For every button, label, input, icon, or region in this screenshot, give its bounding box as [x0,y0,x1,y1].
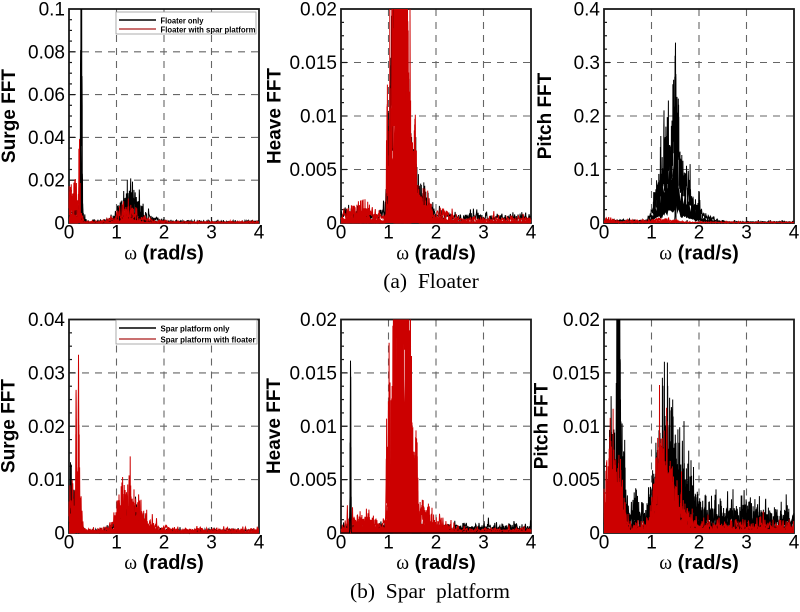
svg-text:3: 3 [741,223,752,244]
svg-text:0.02: 0.02 [28,171,65,192]
svg-text:Pitch FFT: Pitch FFT [535,72,556,159]
svg-text:1: 1 [646,533,657,554]
svg-text:0.005: 0.005 [552,470,600,491]
svg-text:(a) Floater: (a) Floater [383,269,479,293]
svg-text:ω (rad/s): ω (rad/s) [659,552,739,574]
svg-text:0.02: 0.02 [28,417,65,438]
svg-text:0: 0 [54,524,65,545]
svg-text:0.04: 0.04 [28,128,65,149]
svg-text:0.01: 0.01 [300,417,337,438]
svg-text:0: 0 [326,524,337,545]
svg-text:Spar platform with floater: Spar platform with floater [161,336,257,345]
svg-text:4: 4 [789,533,800,554]
svg-text:4: 4 [254,533,265,554]
svg-text:0.02: 0.02 [300,310,337,331]
svg-text:0.02: 0.02 [563,310,600,331]
svg-text:2: 2 [694,223,705,244]
svg-text:0: 0 [54,214,65,235]
svg-text:4: 4 [254,223,265,244]
svg-text:1: 1 [383,223,394,244]
svg-text:0.08: 0.08 [28,42,65,63]
svg-text:0: 0 [589,214,600,235]
svg-text:0.04: 0.04 [28,310,65,331]
svg-text:Floater with spar platform: Floater with spar platform [161,26,256,35]
svg-text:0.01: 0.01 [300,107,337,128]
svg-text:2: 2 [159,533,170,554]
svg-text:0.015: 0.015 [552,363,600,384]
svg-text:0.01: 0.01 [563,417,600,438]
svg-text:Heave FFT: Heave FFT [264,378,285,474]
svg-text:ω (rad/s): ω (rad/s) [124,552,204,574]
svg-text:0.015: 0.015 [289,53,337,74]
svg-text:0.4: 0.4 [574,0,601,21]
svg-text:2: 2 [431,533,442,554]
svg-text:4: 4 [789,223,800,244]
svg-text:0.2: 0.2 [574,107,600,128]
svg-text:0: 0 [326,214,337,235]
svg-text:3: 3 [206,533,217,554]
svg-text:1: 1 [383,533,394,554]
svg-text:ω (rad/s): ω (rad/s) [659,243,739,265]
svg-text:ω (rad/s): ω (rad/s) [124,243,204,265]
svg-text:Spar platform only: Spar platform only [161,325,230,334]
svg-text:0.1: 0.1 [39,0,65,21]
svg-text:0.01: 0.01 [28,470,65,491]
svg-text:0: 0 [336,223,347,244]
svg-text:3: 3 [206,223,217,244]
svg-text:0.06: 0.06 [28,85,65,106]
svg-text:1: 1 [111,533,122,554]
svg-text:2: 2 [694,533,705,554]
svg-text:0.3: 0.3 [574,53,600,74]
svg-text:2: 2 [159,223,170,244]
svg-text:Floater only: Floater only [161,17,204,26]
svg-text:0.005: 0.005 [289,160,337,181]
svg-text:0.03: 0.03 [28,363,65,384]
svg-text:3: 3 [741,533,752,554]
svg-text:0.1: 0.1 [574,160,600,181]
svg-text:2: 2 [431,223,442,244]
svg-text:0.005: 0.005 [289,470,337,491]
svg-text:3: 3 [478,533,489,554]
svg-text:0: 0 [336,533,347,554]
svg-text:Heave FFT: Heave FFT [265,68,286,164]
svg-text:Surge FFT: Surge FFT [0,69,20,163]
svg-text:4: 4 [526,533,537,554]
svg-text:0: 0 [599,223,610,244]
svg-text:0.02: 0.02 [300,0,337,21]
svg-text:ω (rad/s): ω (rad/s) [396,243,476,265]
svg-text:3: 3 [478,223,489,244]
svg-text:0: 0 [589,524,600,545]
svg-text:1: 1 [646,223,657,244]
svg-text:ω (rad/s): ω (rad/s) [396,552,476,574]
svg-text:0: 0 [64,533,75,554]
svg-text:Pitch FFT: Pitch FFT [532,382,553,469]
svg-text:0: 0 [599,533,610,554]
svg-text:0.015: 0.015 [289,363,337,384]
svg-text:0: 0 [64,223,75,244]
svg-text:Surge FFT: Surge FFT [0,379,20,473]
svg-text:(b) Spar platform: (b) Spar platform [350,579,510,603]
svg-text:1: 1 [111,223,122,244]
svg-text:4: 4 [526,223,537,244]
